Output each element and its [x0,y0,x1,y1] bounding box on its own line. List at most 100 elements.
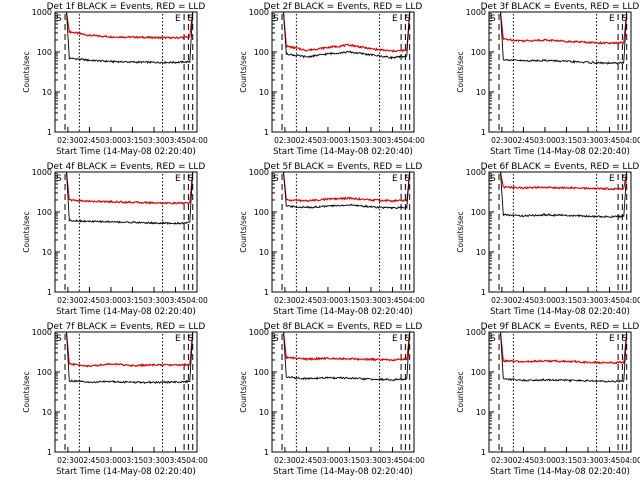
boundary-marker-e: E [609,14,615,24]
plot-frame [271,331,415,453]
y-axis-label: Counts/sec [22,211,31,252]
plot-area [65,172,194,226]
x-tick-label: 03:00 [534,456,556,465]
boundary-marker-s: S [490,334,496,344]
y-tick-label: 100 [37,208,52,217]
boundary-marker-s: S [405,14,411,24]
y-axis-label: Counts/sec [456,371,465,412]
boundary-marker-s: S [273,334,279,344]
boundary-marker-s: S [622,14,628,24]
chart-title: Det 6f BLACK = Events, RED = LLD [481,162,640,172]
chart-panel-9: Det 9f BLACK = Events, RED = LLD 1 10 100 10… [456,322,640,477]
boundary-marker-e: E [609,334,615,344]
x-tick-label: 03:45 [382,456,404,465]
y-axis-label: Counts/sec [22,51,31,92]
plot-area [499,172,628,219]
y-tick-label: 1 [47,448,52,457]
x-tick-label: 03:00 [534,296,556,305]
x-tick-label: 03:45 [599,456,621,465]
y-tick-label: 1 [481,448,486,457]
x-tick-label: 03:15 [339,456,361,465]
boundary-marker-s: S [188,174,194,184]
boundary-marker-s: S [56,174,62,184]
series-lld-line [499,172,628,191]
chart-title: Det 9f BLACK = Events, RED = LLD [481,322,640,332]
plot-area [499,12,628,66]
x-tick-label: 03:15 [122,456,144,465]
chart-title: Det 8f BLACK = Events, RED = LLD [264,322,423,332]
x-tick-label: 02:30 [491,456,513,465]
boundary-marker-e: E [609,174,615,184]
x-tick-label: 02:45 [79,456,101,465]
x-tick-label: 03:15 [122,296,144,305]
x-tick-label: 03:15 [339,296,361,305]
x-tick-label: 03:45 [165,456,187,465]
x-tick-label: 02:45 [296,296,318,305]
x-tick-label: 03:00 [317,296,339,305]
x-axis-label: Start Time (14-May-08 02:20:40) [490,307,630,317]
series-lld-line [65,172,194,205]
x-tick-label: 03:00 [317,136,339,145]
chart-title: Det 7f BLACK = Events, RED = LLD [47,322,206,332]
y-tick-label: 1000 [466,8,486,17]
series-events-line [283,332,411,382]
x-tick-label: 03:30 [577,296,599,305]
boundary-marker-s: S [56,334,62,344]
boundary-marker-e: E [175,14,181,24]
y-tick-label: 1 [264,288,269,297]
y-tick-label: 1 [481,128,486,137]
y-tick-label: 100 [471,48,486,57]
y-tick-label: 10 [476,408,486,417]
y-axis-label: Counts/sec [239,211,248,252]
boundary-marker-s: S [273,14,279,24]
boundary-marker-s: S [405,174,411,184]
x-tick-label: 03:30 [143,456,165,465]
x-tick-label: 04:00 [620,136,640,145]
x-tick-label: 04:00 [620,296,640,305]
y-tick-label: 10 [476,248,486,257]
boundary-marker-e: E [392,14,398,24]
plot-frame [271,171,415,293]
x-tick-label: 03:15 [556,136,578,145]
x-axis-label: Start Time (14-May-08 02:20:40) [490,467,630,477]
x-tick-label: 02:45 [79,296,101,305]
x-tick-label: 03:15 [556,456,578,465]
x-tick-label: 02:45 [513,296,535,305]
y-tick-label: 10 [476,88,486,97]
series-lld-line [65,332,194,368]
y-tick-label: 100 [37,48,52,57]
boundary-marker-e: E [392,174,398,184]
x-tick-label: 03:30 [577,456,599,465]
x-tick-label: 02:45 [296,136,318,145]
x-tick-label: 02:30 [491,136,513,145]
x-tick-label: 03:15 [122,136,144,145]
plot-frame [488,171,632,293]
boundary-marker-s: S [622,334,628,344]
boundary-marker-s: S [273,174,279,184]
x-axis-label: Start Time (14-May-08 02:20:40) [56,147,196,157]
boundary-marker-s: S [622,174,628,184]
plot-area [65,332,194,385]
plot-area [282,332,411,382]
boundary-marker-e: E [175,334,181,344]
x-tick-label: 03:00 [100,136,122,145]
x-axis-label: Start Time (14-May-08 02:20:40) [273,147,413,157]
series-events-line [283,172,411,210]
plot-frame [488,11,632,133]
x-axis-label: Start Time (14-May-08 02:20:40) [56,467,196,477]
x-tick-label: 04:00 [186,136,208,145]
plot-area [499,332,628,383]
y-tick-label: 10 [42,248,52,257]
series-events-line [66,12,194,65]
y-tick-label: 100 [254,368,269,377]
chart-title: Det 3f BLACK = Events, RED = LLD [481,2,640,12]
y-tick-label: 1000 [32,8,52,17]
chart-panel-8: Det 8f BLACK = Events, RED = LLD 1 10 100 10… [239,322,425,477]
y-tick-label: 1000 [466,168,486,177]
boundary-marker-s: S [56,14,62,24]
x-tick-label: 02:30 [274,136,296,145]
series-events-line [66,172,194,226]
y-tick-label: 1000 [466,328,486,337]
y-tick-label: 100 [471,368,486,377]
y-tick-label: 1000 [249,8,269,17]
